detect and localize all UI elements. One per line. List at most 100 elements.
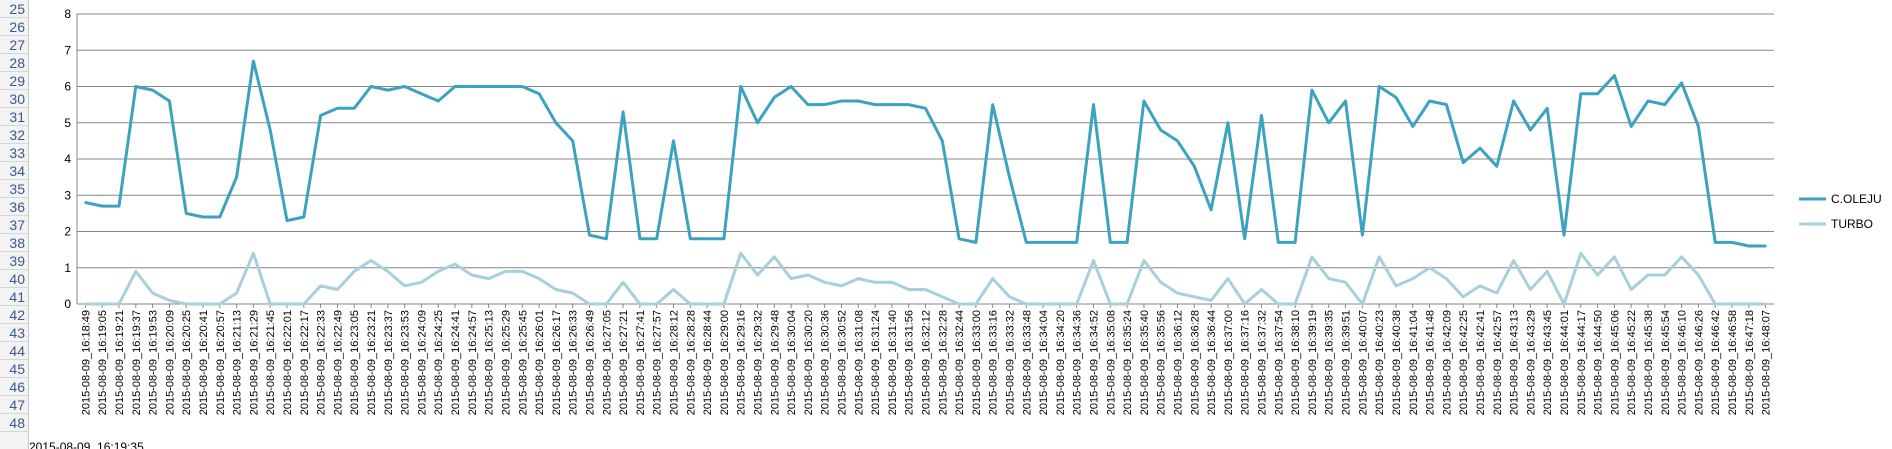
data-point-turbo [168, 299, 171, 302]
data-point-c-oleju [907, 103, 910, 106]
row-header-46[interactable]: 46 [0, 378, 28, 396]
x-tick-label: 2015-08-09_16:37:00 [1223, 310, 1235, 415]
x-tick-label: 2015-08-09_16:20:57 [215, 310, 227, 415]
row-header-37[interactable]: 37 [0, 216, 28, 234]
data-point-turbo [185, 302, 188, 306]
data-point-c-oleju [554, 121, 558, 124]
data-point-c-oleju [1260, 114, 1263, 117]
data-point-c-oleju [302, 215, 306, 219]
data-point-c-oleju [201, 215, 205, 219]
data-point-turbo [84, 302, 87, 306]
data-point-c-oleju [1764, 244, 1767, 248]
row-header-27[interactable]: 27 [0, 36, 28, 54]
data-point-c-oleju [1730, 241, 1734, 244]
data-point-turbo [806, 273, 810, 277]
data-point-c-oleju [151, 88, 154, 92]
data-point-c-oleju [1629, 125, 1633, 128]
data-point-c-oleju [336, 107, 339, 110]
data-point-turbo [689, 302, 692, 306]
data-point-c-oleju [924, 107, 927, 110]
data-point-turbo [1562, 302, 1566, 306]
x-tick-label: 2015-08-09_16:23:53 [400, 310, 412, 415]
row-header-31[interactable]: 31 [0, 108, 28, 126]
x-tick-label: 2015-08-09_16:29:16 [736, 310, 748, 415]
data-point-turbo [840, 284, 843, 288]
data-point-c-oleju [420, 92, 423, 95]
data-point-c-oleju [991, 103, 994, 106]
data-point-turbo [1730, 302, 1734, 306]
legend-label: TURBO [1831, 217, 1873, 231]
data-point-turbo [1747, 302, 1750, 306]
x-tick-label: 2015-08-09_16:25:45 [517, 310, 529, 415]
data-point-turbo [1209, 299, 1213, 302]
x-tick-label: 2015-08-09_16:26:33 [568, 310, 580, 415]
data-point-turbo [369, 259, 373, 262]
row-header-30[interactable]: 30 [0, 90, 28, 108]
row-header-45[interactable]: 45 [0, 360, 28, 378]
x-tick-label: 2015-08-09_16:45:06 [1609, 310, 1621, 415]
data-point-c-oleju [1562, 233, 1566, 237]
row-header-25[interactable]: 25 [0, 0, 28, 18]
y-tick-label: 7 [64, 43, 71, 57]
row-header-34[interactable]: 34 [0, 162, 28, 180]
row-header-40[interactable]: 40 [0, 270, 28, 288]
x-tick-label: 2015-08-09_16:34:36 [1072, 310, 1084, 415]
data-point-c-oleju [1243, 237, 1246, 240]
row-header-43[interactable]: 43 [0, 324, 28, 342]
row-header-36[interactable]: 36 [0, 198, 28, 216]
x-tick-label: 2015-08-09_16:31:40 [887, 310, 899, 415]
data-point-c-oleju [1293, 241, 1297, 244]
data-point-c-oleju [806, 103, 810, 106]
data-point-turbo [638, 302, 642, 306]
row-header-48[interactable]: 48 [0, 414, 28, 432]
x-tick-label: 2015-08-09_16:22:17 [299, 310, 311, 415]
data-point-c-oleju [218, 215, 222, 219]
x-tick-label: 2015-08-09_16:43:29 [1525, 310, 1537, 415]
row-header-38[interactable]: 38 [0, 234, 28, 252]
x-tick-label: 2015-08-09_16:24:25 [433, 310, 445, 415]
bottom-row-cell[interactable]: 2015-08-09_16:19:35 [29, 440, 1892, 449]
x-tick-label: 2015-08-09_16:45:54 [1660, 310, 1672, 415]
row-header-26[interactable]: 26 [0, 18, 28, 36]
data-point-c-oleju [941, 139, 944, 143]
data-point-turbo [857, 277, 860, 280]
x-tick-label: 2015-08-09_16:32:44 [954, 310, 966, 415]
x-tick-label: 2015-08-09_16:25:13 [484, 310, 496, 415]
x-tick-label: 2015-08-09_16:39:51 [1341, 310, 1353, 415]
row-header-28[interactable]: 28 [0, 54, 28, 72]
x-axis-ticks: 2015-08-09_16:18:49 2015-08-09_16:19:05 20… [80, 304, 1773, 415]
data-point-turbo [1142, 259, 1146, 262]
row-header-35[interactable]: 35 [0, 180, 28, 198]
data-point-turbo [672, 288, 675, 291]
x-tick-label: 2015-08-09_16:26:49 [584, 310, 596, 415]
x-tick-label: 2015-08-09_16:30:52 [836, 310, 848, 415]
data-point-c-oleju [134, 85, 138, 88]
data-point-turbo [285, 302, 289, 306]
row-header-44[interactable]: 44 [0, 342, 28, 360]
row-header-42[interactable]: 42 [0, 306, 28, 324]
row-header-33[interactable]: 33 [0, 144, 28, 162]
x-tick-label: 2015-08-09_16:41:04 [1408, 310, 1420, 415]
row-header-32[interactable]: 32 [0, 126, 28, 144]
row-header-39[interactable]: 39 [0, 252, 28, 270]
data-point-turbo [1629, 288, 1633, 291]
data-point-turbo [235, 291, 238, 295]
data-point-c-oleju [1058, 241, 1062, 244]
data-point-turbo [655, 302, 658, 306]
data-point-c-oleju [1209, 208, 1213, 211]
data-point-turbo [941, 295, 944, 298]
x-tick-label: 2015-08-09_16:32:12 [921, 310, 933, 415]
data-point-c-oleju [1445, 103, 1448, 106]
row-header-41[interactable]: 41 [0, 288, 28, 306]
data-point-turbo [1596, 273, 1599, 277]
row-header-47[interactable]: 47 [0, 396, 28, 414]
data-point-turbo [823, 281, 826, 284]
data-point-turbo [605, 302, 608, 306]
data-point-turbo [890, 281, 894, 284]
row-header-29[interactable]: 29 [0, 72, 28, 90]
data-point-c-oleju [1041, 241, 1045, 244]
data-point-turbo [470, 273, 474, 277]
data-point-turbo [907, 288, 910, 291]
x-tick-label: 2015-08-09_16:25:29 [500, 310, 512, 415]
